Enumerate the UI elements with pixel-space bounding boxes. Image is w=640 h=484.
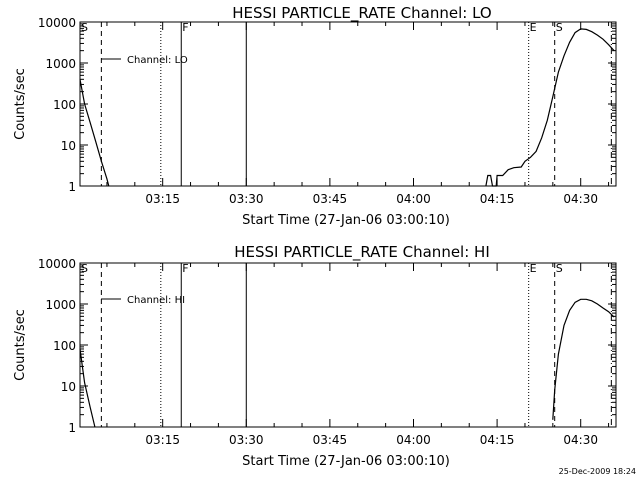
series-lines — [79, 28, 615, 187]
y-tick-label: 10 — [61, 139, 76, 153]
event-marker-label: S — [81, 21, 88, 34]
x-tick-label: 03:30 — [229, 192, 264, 206]
x-tick-label: 04:00 — [396, 433, 431, 447]
y-axis-label: Counts/sec — [13, 309, 28, 381]
x-tick-label: 03:15 — [145, 433, 180, 447]
x-tick-labels: 03:15 03:30 03:45 04:00 04:15 04:30 — [145, 192, 598, 206]
series-line — [485, 28, 615, 187]
x-tick-label: 04:15 — [480, 433, 515, 447]
x-tick-label: 04:30 — [563, 433, 598, 447]
event-marker-label: E — [530, 21, 537, 34]
y-tick-label: 100 — [53, 339, 76, 353]
y-tick-label: 1 — [68, 180, 76, 194]
x-tick-label: 03:45 — [313, 192, 348, 206]
x-tick-labels: 03:15 03:30 03:45 04:00 04:15 04:30 — [145, 433, 598, 447]
panel-hi: HESSI PARTICLE_RATE Channel: HI 1 10 100… — [13, 243, 617, 469]
y-tick-label: 1000 — [45, 298, 76, 312]
series-lines — [79, 298, 615, 428]
y-tick-labels: 1 10 100 1000 10000 — [38, 16, 76, 194]
series-line — [79, 348, 96, 428]
legend: Channel: LO — [101, 55, 188, 66]
event-marker-label: S — [556, 21, 563, 34]
x-axis-label: Start Time (27-Jan-06 03:00:10) — [242, 454, 450, 469]
x-axis-label: Start Time (27-Jan-06 03:00:10) — [242, 213, 450, 228]
event-marker-label: S — [556, 262, 563, 275]
event-marker-label: F — [182, 21, 188, 34]
y-tick-label: 100 — [53, 98, 76, 112]
y-tick-label: 1000 — [45, 57, 76, 71]
y-tick-label: 1 — [68, 421, 76, 435]
y-tick-labels: 1 10 100 1000 10000 — [38, 257, 76, 435]
series-line — [79, 79, 110, 187]
y-tick-label: 10 — [61, 380, 76, 394]
x-tick-label: 04:00 — [396, 192, 431, 206]
legend-entry: Channel: LO — [127, 55, 188, 66]
x-tick-label: 04:30 — [563, 192, 598, 206]
event-marker-label: E — [530, 262, 537, 275]
x-tick-label: 04:15 — [480, 192, 515, 206]
y-axis-label: Counts/sec — [13, 68, 28, 140]
x-tick-label: 03:30 — [229, 433, 264, 447]
chart-title: HESSI PARTICLE_RATE Channel: LO — [232, 4, 491, 23]
tick-marks — [80, 262, 616, 428]
y-tick-label: 10000 — [38, 257, 76, 271]
event-marker-label: S — [81, 262, 88, 275]
x-tick-label: 03:45 — [313, 433, 348, 447]
event-marker-label: F — [182, 262, 188, 275]
x-tick-label: 03:15 — [145, 192, 180, 206]
series-line — [552, 298, 615, 420]
legend: Channel: HI — [101, 295, 185, 306]
chart-title: HESSI PARTICLE_RATE Channel: HI — [234, 243, 490, 262]
footer-timestamp: 25-Dec-2009 18:24 — [559, 467, 636, 476]
y-tick-label: 10000 — [38, 16, 76, 30]
legend-entry: Channel: HI — [127, 295, 185, 306]
panel-lo: HESSI PARTICLE_RATE Channel: LO 1 10 100… — [13, 4, 617, 228]
